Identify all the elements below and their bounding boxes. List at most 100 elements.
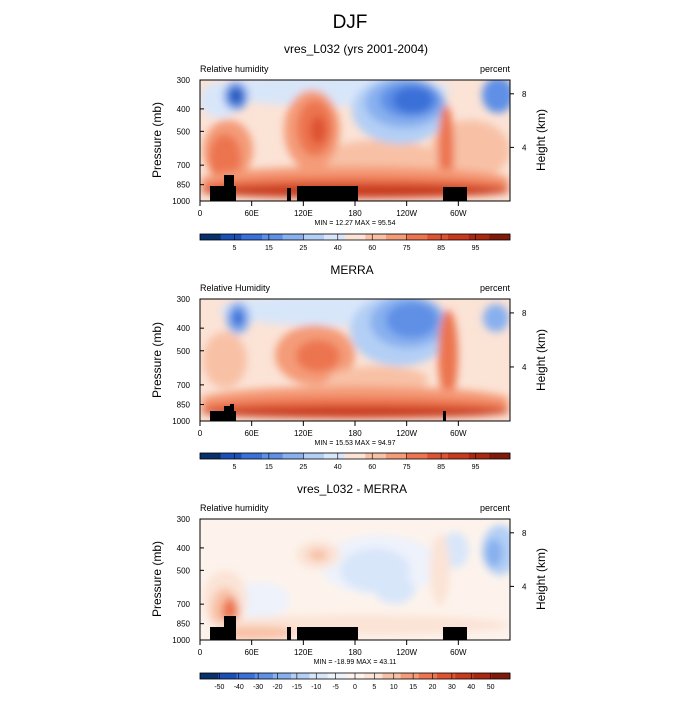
colorbar-swatch — [254, 673, 274, 679]
x-tick-label: 120W — [396, 429, 417, 438]
colorbar-swatch — [324, 453, 345, 459]
x-tick-label: 120E — [294, 429, 313, 438]
y-tick-label: 700 — [177, 381, 191, 390]
colorbar-swatch — [365, 234, 387, 240]
x-tick-label: 180 — [348, 209, 362, 218]
colorbar-swatch — [303, 234, 325, 240]
y-tick-label: 300 — [177, 295, 191, 304]
colorbar-swatch — [468, 234, 490, 240]
colorbar-swatch — [291, 673, 310, 679]
stats-text: MIN = 12.27 MAX = 95.54 — [315, 220, 396, 227]
colorbar-label: -15 — [292, 684, 302, 691]
right-label: percent — [480, 283, 511, 293]
y-tick-label: 850 — [177, 181, 191, 190]
colorbar-swatch — [344, 453, 366, 459]
x-tick-label: 0 — [198, 429, 203, 438]
colorbar-swatch — [344, 234, 366, 240]
colorbar-swatch — [489, 453, 511, 459]
colorbar-label: 40 — [467, 684, 475, 691]
y-tick-label: 300 — [177, 515, 191, 524]
right-label: percent — [480, 503, 511, 513]
colorbar-swatch — [218, 673, 237, 679]
colorbar-swatch — [200, 234, 221, 240]
y-tick-label-right: 8 — [522, 309, 527, 318]
colorbar-swatch — [303, 453, 325, 459]
colorbar-swatch — [200, 673, 219, 679]
colorbar-swatch — [365, 453, 387, 459]
colorbar-swatch — [473, 673, 493, 679]
x-tick-label: 120W — [396, 209, 417, 218]
colorbar-swatch — [327, 673, 347, 679]
colorbar-swatch — [400, 673, 420, 679]
y-tick-label-right: 8 — [522, 90, 527, 99]
colorbar-label: 25 — [299, 245, 307, 252]
y-tick-label: 400 — [177, 324, 191, 333]
terrain-mask — [210, 404, 446, 421]
colorbar-label: 75 — [403, 464, 411, 471]
colorbar-label: -5 — [333, 684, 339, 691]
colorbar-label: -40 — [234, 684, 244, 691]
left-label: Relative humidity — [200, 64, 269, 74]
y-tick-label: 500 — [177, 127, 191, 136]
colorbar-label: 0 — [353, 684, 357, 691]
x-tick-label: 60E — [245, 209, 259, 218]
colorbar-swatch — [220, 234, 242, 240]
x-tick-label: 120E — [294, 648, 313, 657]
x-tick-label: 0 — [198, 648, 203, 657]
right-label: percent — [480, 64, 511, 74]
y-axis-label-right: Height (km) — [534, 329, 548, 391]
x-tick-label: 120E — [294, 209, 313, 218]
y-tick-label: 1000 — [172, 417, 190, 426]
colorbar-swatch — [262, 453, 283, 459]
y-axis-label: Pressure (mb) — [150, 541, 164, 617]
colorbar-label: 15 — [409, 684, 417, 691]
colorbar-swatch — [382, 673, 401, 679]
colorbar-label: 95 — [472, 245, 480, 252]
y-tick-label-right: 8 — [522, 529, 527, 538]
colorbar-swatch — [364, 673, 383, 679]
colorbar-frame — [199, 452, 511, 460]
colorbar-swatch — [448, 453, 469, 459]
x-tick-label: 60E — [245, 429, 259, 438]
y-tick-label-right: 4 — [522, 363, 527, 372]
x-tick-label: 180 — [348, 429, 362, 438]
y-tick-label: 400 — [177, 544, 191, 553]
colorbar-label: -50 — [214, 684, 224, 691]
x-tick-label: 0 — [198, 209, 203, 218]
colorbar-label: 5 — [232, 464, 236, 471]
colorbar-swatch — [468, 453, 490, 459]
colorbar-swatch — [220, 453, 242, 459]
y-tick-label: 300 — [177, 76, 191, 85]
colorbar-swatch — [448, 234, 469, 240]
colorbar-label: -10 — [311, 684, 321, 691]
colorbar-label: -20 — [272, 684, 282, 691]
x-tick-label: 60W — [450, 648, 467, 657]
colorbar-swatch — [386, 453, 407, 459]
y-tick-label: 400 — [177, 105, 191, 114]
x-tick-label: 60E — [245, 648, 259, 657]
colorbar-label: 85 — [437, 245, 445, 252]
panel-difference: vres_L032 - MERRA Relative humidity perc… — [150, 482, 548, 691]
colorbar-swatch — [272, 673, 292, 679]
colorbar-label: 15 — [265, 245, 273, 252]
y-axis-label-right: Height (km) — [534, 109, 548, 171]
stats-text: MIN = 15.53 MAX = 94.97 — [315, 440, 396, 447]
x-tick-label: 120W — [396, 648, 417, 657]
figure-title: DJF — [333, 12, 368, 33]
contour-field — [200, 299, 510, 421]
panel-title: vres_L032 (yrs 2001-2004) — [284, 42, 428, 56]
colorbar-swatch — [406, 453, 428, 459]
colorbar-swatch — [455, 673, 474, 679]
colorbar-swatch — [241, 453, 263, 459]
y-axis-label: Pressure (mb) — [150, 102, 164, 178]
colorbar-label: 95 — [472, 464, 480, 471]
y-tick-label: 700 — [177, 600, 191, 609]
colorbar-label: 25 — [299, 464, 307, 471]
colorbar-swatch — [386, 234, 407, 240]
colorbar-label: -30 — [253, 684, 263, 691]
colorbar-label: 75 — [403, 245, 411, 252]
colorbar-swatch — [324, 234, 345, 240]
colorbar-swatch — [282, 453, 304, 459]
left-label: Relative Humidity — [200, 283, 271, 293]
